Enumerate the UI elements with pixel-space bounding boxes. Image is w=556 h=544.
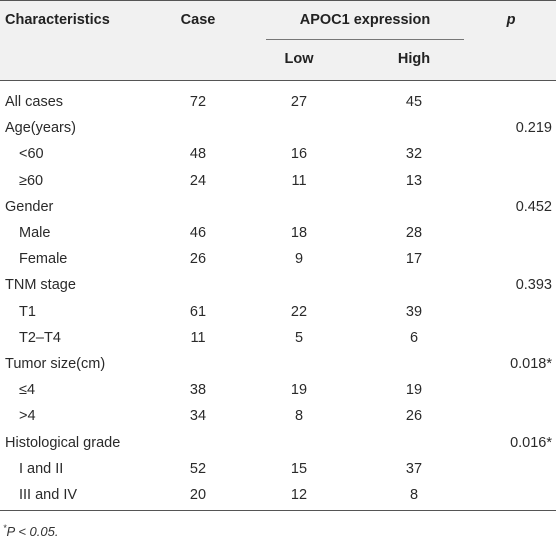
low-value: 9 — [294, 251, 304, 268]
low-value: 12 — [290, 487, 308, 503]
case-value: 24 — [189, 172, 207, 189]
high-value: 19 — [405, 382, 423, 399]
row-label: ≥60 — [19, 172, 44, 189]
row-label: I and II — [19, 460, 64, 477]
row-label: Gender — [5, 198, 54, 215]
low-value: 19 — [290, 382, 308, 399]
case-value: 20 — [189, 487, 207, 503]
row-label: All cases — [5, 94, 64, 110]
case-value: 26 — [189, 251, 207, 268]
high-value: 6 — [409, 329, 419, 346]
row-label: T1 — [19, 303, 36, 320]
high-value: 37 — [405, 460, 423, 477]
header-characteristics: Characteristics — [5, 12, 110, 28]
low-value: 11 — [291, 172, 307, 189]
row-label: Tumor size(cm) — [5, 356, 106, 372]
case-value: 52 — [189, 460, 207, 477]
p-value: 0.452 — [515, 198, 552, 215]
row-label: Age(years) — [5, 120, 76, 137]
case-value: 38 — [189, 382, 207, 399]
header-bottom-rule — [0, 80, 556, 81]
top-rule — [0, 0, 556, 1]
bottom-rule — [0, 510, 556, 511]
row-label: Histological grade — [5, 434, 121, 451]
footnote-mark: * — [3, 523, 7, 533]
row-label: T2–T4 — [19, 329, 61, 346]
footnote: *P < 0.05. — [3, 523, 58, 539]
low-value: 15 — [290, 460, 308, 477]
low-value: 16 — [290, 146, 308, 163]
high-value: 8 — [409, 487, 419, 503]
p-value: 0.018* — [510, 356, 552, 372]
high-value: 13 — [405, 172, 423, 189]
p-value: 0.219 — [515, 120, 552, 137]
high-value: 28 — [405, 225, 423, 241]
low-value: 27 — [290, 94, 308, 110]
header-band — [0, 0, 556, 80]
header-apoc1-expression: APOC1 expression — [299, 12, 431, 28]
header-low: Low — [284, 51, 314, 67]
low-value: 5 — [294, 329, 304, 346]
high-value: 32 — [405, 146, 423, 163]
group-rule — [266, 39, 464, 40]
case-value: 61 — [189, 303, 207, 320]
high-value: 17 — [405, 251, 423, 268]
row-label: ≤4 — [19, 382, 36, 399]
low-value: 8 — [294, 408, 304, 425]
high-value: 45 — [405, 94, 423, 110]
low-value: 18 — [290, 225, 308, 241]
row-label: Female — [19, 251, 68, 268]
case-value: 11 — [190, 329, 206, 346]
low-value: 22 — [290, 303, 308, 320]
case-value: 72 — [189, 94, 207, 110]
high-value: 39 — [405, 303, 423, 320]
row-label: >4 — [19, 408, 36, 425]
row-label: Male — [19, 225, 51, 241]
p-value: 0.393 — [515, 277, 552, 294]
high-value: 26 — [405, 408, 423, 425]
footnote-text: P < 0.05. — [6, 524, 59, 539]
case-value: 46 — [189, 225, 207, 241]
p-value: 0.016* — [510, 434, 552, 451]
header-high: High — [397, 51, 431, 67]
row-label: TNM stage — [5, 277, 76, 294]
row-label: III and IV — [19, 487, 78, 503]
row-label: <60 — [19, 146, 44, 163]
header-case: Case — [180, 12, 216, 28]
case-value: 48 — [189, 146, 207, 163]
case-value: 34 — [189, 408, 207, 425]
header-p: p — [506, 12, 516, 28]
